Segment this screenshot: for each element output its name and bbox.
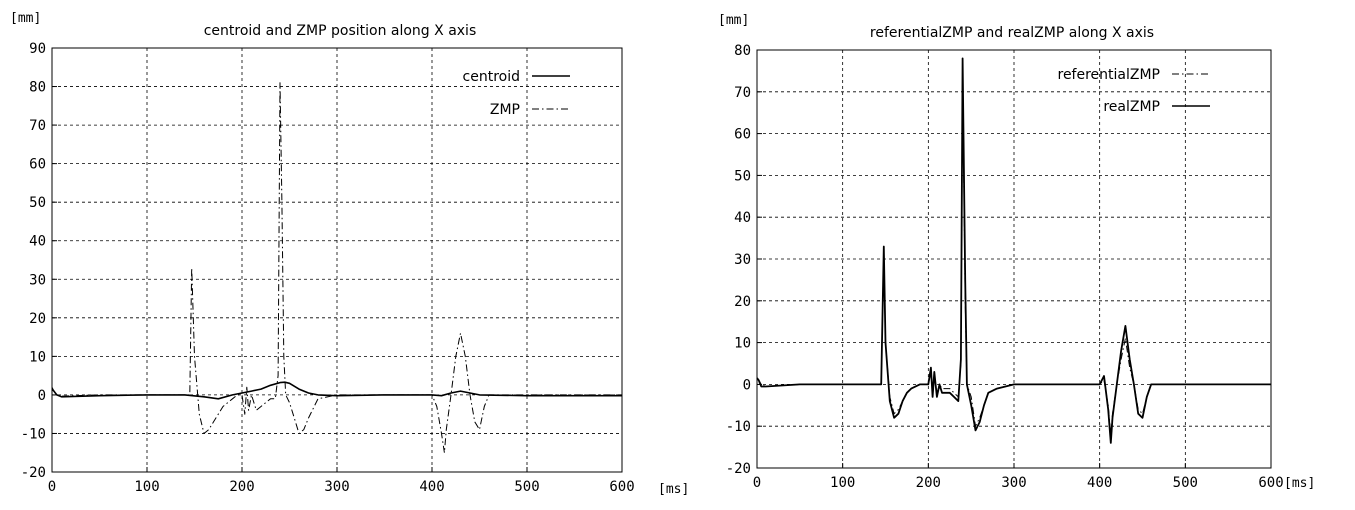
legend-label: ZMP (490, 102, 520, 118)
x-tick-label: 100 (134, 479, 159, 495)
y-tick-label: 10 (29, 349, 46, 365)
x-tick-label: 200 (916, 475, 941, 491)
y-axis-title: [mm] (718, 13, 749, 28)
x-tick-label: 500 (1173, 475, 1198, 491)
y-tick-label: 50 (29, 195, 46, 211)
y-tick-label: 40 (29, 234, 46, 250)
y-tick-label: 70 (29, 118, 46, 134)
y-axis-title: [mm] (10, 11, 41, 26)
y-tick-label: 60 (29, 157, 46, 173)
y-tick-label: 70 (734, 85, 751, 101)
x-tick-label: 0 (48, 479, 56, 495)
y-tick-label: 80 (29, 80, 46, 96)
legend-label: centroid (463, 69, 520, 85)
x-tick-label: 100 (830, 475, 855, 491)
y-tick-label: 60 (734, 127, 751, 143)
y-tick-label: 80 (734, 43, 751, 59)
chart-title: referentialZMP and realZMP along X axis (870, 25, 1154, 41)
y-tick-label: 30 (29, 272, 46, 288)
x-axis-title: [ms] (658, 482, 689, 497)
x-tick-label: 600 (1258, 475, 1283, 491)
x-tick-label: 300 (324, 479, 349, 495)
x-axis-title: [ms] (1284, 476, 1315, 491)
x-tick-label: 200 (229, 479, 254, 495)
chart-title: centroid and ZMP position along X axis (204, 23, 477, 39)
chart-2: 0 100 200 300 400 500 600 -20 -10 0 10 20 30 40 50 60 70… (718, 13, 1315, 491)
y-tick-label: -10 (21, 426, 46, 442)
y-tick-label: 30 (734, 252, 751, 268)
x-tick-label: 500 (514, 479, 539, 495)
legend-label: referentialZMP (1058, 67, 1161, 83)
y-tick-label: -20 (726, 461, 751, 477)
y-tick-label: 20 (734, 294, 751, 310)
y-tick-label: 40 (734, 210, 751, 226)
y-tick-label: -10 (726, 419, 751, 435)
y-tick-label: 20 (29, 311, 46, 327)
series-line-realZMP (756, 57, 1271, 444)
x-tick-label: 400 (1087, 475, 1112, 491)
x-tick-label: 600 (609, 479, 634, 495)
y-tick-label: -20 (21, 465, 46, 481)
legend-label: realZMP (1103, 99, 1160, 115)
y-tick-label: 0 (743, 377, 751, 393)
x-tick-label: 400 (419, 479, 444, 495)
chart-1: 0 100 200 300 400 500 600 -20 -10 0 10 20 30 40 50 60 70… (10, 11, 689, 497)
x-tick-label: 0 (753, 475, 761, 491)
y-tick-label: 0 (38, 388, 46, 404)
series-line-ZMP (51, 82, 622, 454)
y-tick-label: 10 (734, 336, 751, 352)
y-tick-label: 90 (29, 41, 46, 57)
x-tick-label: 300 (1001, 475, 1026, 491)
y-tick-label: 50 (734, 168, 751, 184)
